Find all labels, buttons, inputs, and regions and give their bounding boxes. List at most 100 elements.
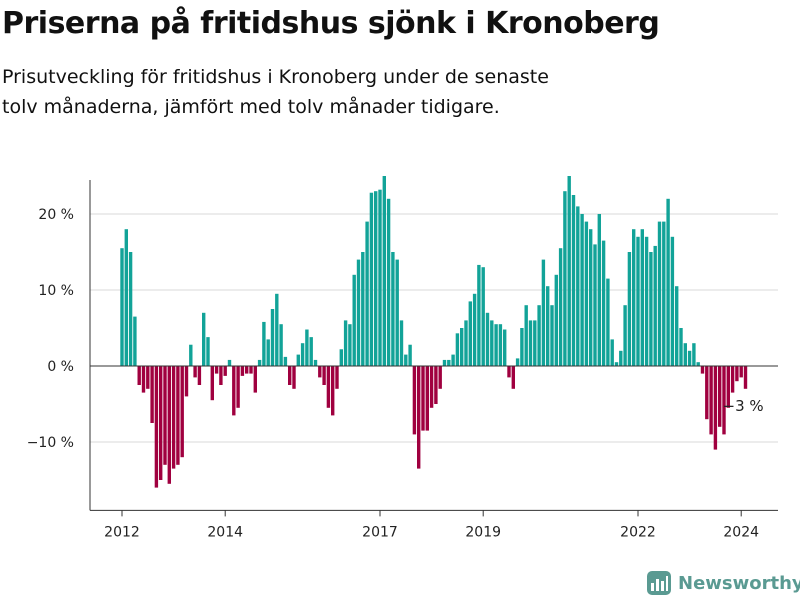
bar	[361, 252, 365, 366]
bar	[640, 229, 644, 366]
bar	[386, 198, 391, 366]
bar	[554, 274, 558, 366]
bar	[571, 195, 576, 366]
y-tick-label: 20 %	[38, 207, 74, 223]
bar	[447, 359, 451, 366]
bar	[339, 349, 343, 366]
brand-name: Newsworthy	[678, 572, 800, 594]
bar	[378, 189, 382, 366]
bar	[666, 198, 670, 366]
bar	[219, 366, 223, 385]
bar	[507, 366, 511, 378]
bar	[206, 337, 210, 366]
bar	[546, 286, 550, 366]
last-value-label: −3 %	[723, 397, 764, 415]
bar	[718, 366, 722, 427]
bar	[331, 366, 335, 416]
bar	[511, 366, 515, 389]
bar	[124, 229, 128, 366]
bar	[210, 366, 214, 401]
bar	[619, 350, 623, 366]
bar	[391, 252, 395, 366]
bar	[597, 214, 601, 366]
bar	[283, 356, 288, 366]
bar	[683, 343, 687, 366]
bar	[245, 366, 249, 374]
bar	[722, 366, 726, 435]
bar	[322, 366, 326, 385]
bar	[580, 214, 584, 366]
bar	[404, 354, 408, 366]
bar	[730, 366, 735, 393]
bar	[726, 366, 730, 408]
bar	[120, 248, 124, 366]
bar	[653, 245, 657, 366]
chart-title: Priserna på fritidshus sjönk i Kronoberg	[2, 6, 660, 41]
bar	[743, 366, 748, 389]
bar	[189, 344, 193, 366]
bar	[696, 362, 700, 366]
bar	[399, 320, 404, 366]
bar	[644, 236, 649, 366]
bar	[601, 240, 606, 366]
bar	[412, 366, 417, 435]
bar	[490, 320, 494, 366]
bar	[348, 324, 352, 366]
bar	[584, 221, 589, 366]
bar	[395, 259, 399, 366]
bar	[257, 359, 262, 366]
bar	[636, 236, 640, 366]
bar	[709, 366, 713, 435]
bar	[670, 236, 675, 366]
bar	[550, 305, 554, 366]
y-tick-label: 10 %	[38, 283, 74, 299]
bar	[137, 366, 141, 385]
bar	[528, 320, 533, 366]
bar	[133, 316, 137, 366]
x-tick-label: 2019	[465, 524, 501, 540]
bar	[567, 176, 571, 366]
bar	[326, 366, 331, 408]
bar	[425, 366, 429, 431]
bar	[296, 354, 300, 366]
bar	[520, 328, 524, 366]
bar	[159, 366, 163, 480]
x-tick-label: 2014	[207, 524, 243, 540]
bar	[365, 221, 369, 366]
bar	[610, 339, 614, 366]
bar	[421, 366, 425, 431]
bar	[537, 305, 541, 366]
bar	[214, 366, 219, 374]
bar	[240, 366, 245, 376]
bar	[193, 366, 197, 378]
bar	[262, 321, 266, 366]
bar	[154, 366, 159, 488]
bar	[128, 252, 133, 366]
x-tick-label: 2017	[362, 524, 398, 540]
bar	[481, 267, 485, 366]
bar	[318, 366, 322, 378]
bar	[438, 366, 442, 389]
bar	[184, 366, 189, 397]
bar	[382, 176, 386, 366]
bar	[455, 333, 460, 366]
bar	[700, 366, 705, 374]
bar	[167, 366, 171, 484]
bar	[176, 366, 180, 465]
bar	[627, 252, 632, 366]
bar	[657, 221, 662, 366]
bar	[202, 312, 206, 366]
bar	[141, 366, 146, 393]
bar	[735, 366, 739, 382]
bar	[606, 278, 610, 366]
bar	[442, 359, 447, 366]
bar	[632, 229, 636, 366]
bar	[494, 324, 498, 366]
bar	[374, 191, 378, 366]
bar	[150, 366, 154, 423]
bar	[275, 293, 279, 366]
x-tick-label: 2024	[723, 524, 759, 540]
bar	[692, 343, 696, 366]
bar	[460, 328, 464, 366]
bar	[352, 274, 356, 366]
